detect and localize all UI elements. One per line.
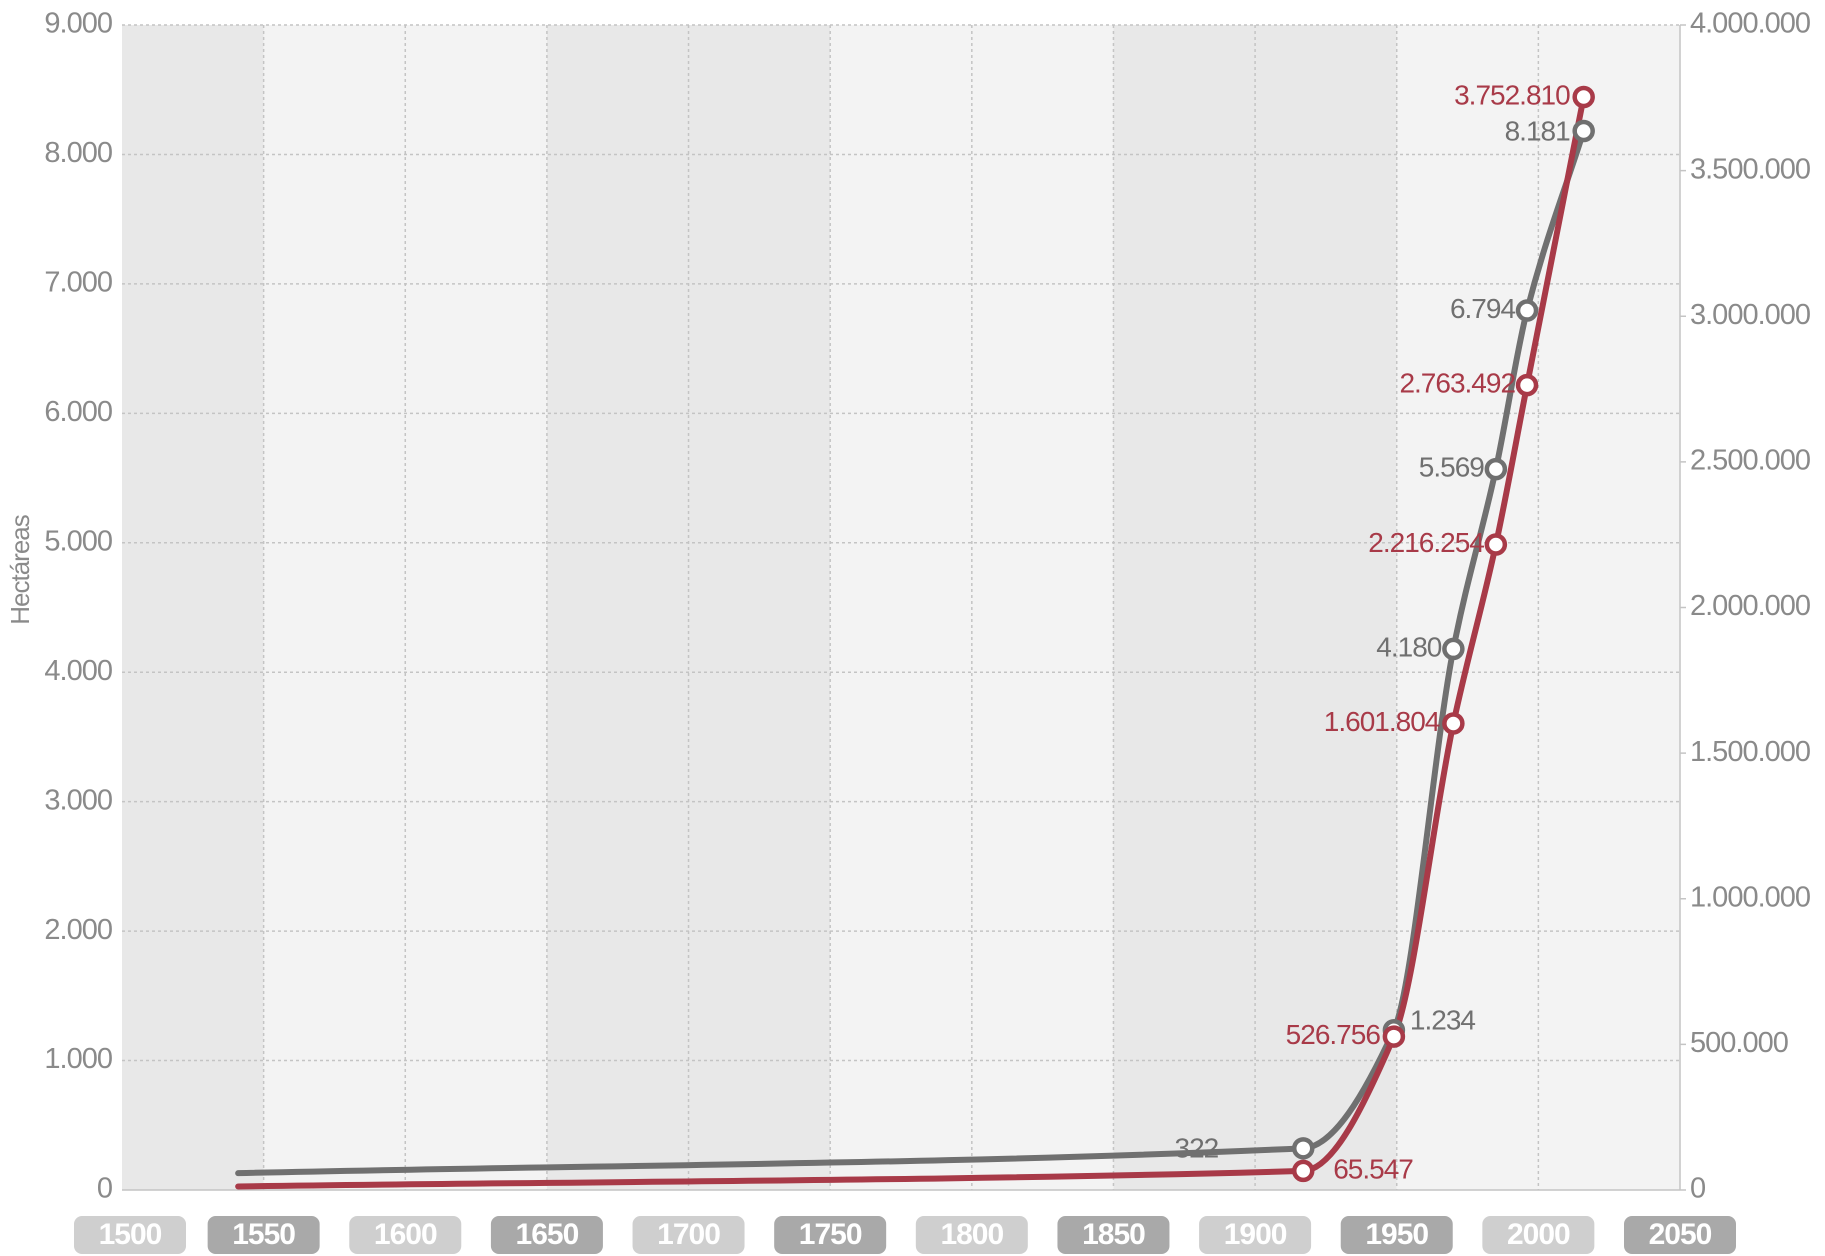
y-tick-label: 0 bbox=[97, 1173, 112, 1205]
x-tick-label: 1850 bbox=[1082, 1218, 1145, 1251]
x-tick-label: 2050 bbox=[1649, 1218, 1712, 1251]
value-label: 3.752.810 bbox=[1454, 79, 1570, 110]
point bbox=[1572, 119, 1595, 143]
point bbox=[1291, 1159, 1315, 1183]
x-tick-pill bbox=[349, 1216, 462, 1254]
y-tick-label: 6.000 bbox=[44, 396, 112, 428]
point bbox=[1515, 373, 1539, 397]
point bbox=[1484, 533, 1508, 556]
value-label: 5.569 bbox=[1419, 452, 1484, 483]
x-tick-pill bbox=[1340, 1216, 1453, 1254]
value-label: 4.180 bbox=[1376, 631, 1441, 662]
value-label: 526.756 bbox=[1286, 1019, 1381, 1050]
plot-background bbox=[122, 25, 1680, 1190]
x-tick-label: 1700 bbox=[657, 1218, 720, 1251]
y2-tick-label: 3.500.000 bbox=[1690, 153, 1810, 185]
x-tick-pill bbox=[915, 1216, 1028, 1254]
point bbox=[1442, 637, 1465, 661]
x-tick-label: 1600 bbox=[374, 1218, 437, 1251]
y2-tick-label: 2.000.000 bbox=[1690, 590, 1810, 622]
value-label: 6.794 bbox=[1450, 293, 1515, 324]
point bbox=[1291, 1137, 1315, 1160]
x-tick-pill bbox=[1624, 1216, 1736, 1254]
value-label: 65.547 bbox=[1333, 1153, 1413, 1184]
x-tick-label: 1800 bbox=[940, 1218, 1003, 1251]
y-tick-label: 7.000 bbox=[44, 267, 112, 299]
x-tick-pill bbox=[74, 1216, 186, 1254]
x-tick-pill bbox=[774, 1216, 887, 1254]
x-tick-label: 1900 bbox=[1224, 1218, 1287, 1251]
y2-tick-label: 2.500.000 bbox=[1690, 445, 1810, 477]
x-tick-pill bbox=[207, 1216, 320, 1254]
band bbox=[1396, 25, 1539, 1190]
band bbox=[263, 25, 406, 1190]
value-label: 2.216.254 bbox=[1368, 527, 1484, 558]
value-label: 1.234 bbox=[1410, 1005, 1475, 1036]
x-tick-pill bbox=[632, 1216, 745, 1254]
y2-tick-label: 0 bbox=[1690, 1173, 1705, 1205]
y-tick-label: 4.000 bbox=[44, 655, 112, 687]
band bbox=[546, 25, 689, 1190]
x-tick-label: 1550 bbox=[232, 1218, 295, 1251]
x-tick-pill bbox=[490, 1216, 603, 1254]
x-tick-label: 1650 bbox=[516, 1218, 579, 1251]
x-tick-label: 1750 bbox=[799, 1218, 862, 1251]
y-tick-label: 3.000 bbox=[44, 784, 112, 816]
point bbox=[1572, 85, 1595, 109]
band bbox=[971, 25, 1114, 1190]
x-tick-pill bbox=[1199, 1216, 1312, 1254]
y-tick-label: 9.000 bbox=[44, 8, 112, 40]
x-tick-pill bbox=[1057, 1216, 1170, 1254]
y-axis-title: Hectáreas bbox=[5, 514, 35, 624]
band bbox=[122, 25, 264, 1190]
band bbox=[830, 25, 972, 1190]
point bbox=[1515, 299, 1539, 322]
y2-tick-label: 1.500.000 bbox=[1690, 736, 1810, 768]
y2-tick-label: 1.000.000 bbox=[1690, 881, 1810, 913]
value-label: 2.763.492 bbox=[1399, 368, 1515, 399]
series-line bbox=[235, 128, 1587, 1177]
x-tick-label: 2000 bbox=[1507, 1218, 1570, 1251]
band bbox=[1113, 25, 1256, 1190]
band bbox=[405, 25, 547, 1190]
value-label: 322 bbox=[1175, 1133, 1219, 1164]
value-label: 8.181 bbox=[1505, 115, 1570, 146]
y2-tick-label: 3.000.000 bbox=[1690, 299, 1810, 331]
x-tick-pill bbox=[1482, 1216, 1595, 1254]
band bbox=[1255, 25, 1397, 1190]
point bbox=[1442, 712, 1465, 735]
x-tick-label: 1950 bbox=[1365, 1218, 1428, 1251]
point bbox=[1382, 1025, 1406, 1048]
y-tick-label: 2.000 bbox=[44, 914, 112, 946]
y2-tick-label: 4.000.000 bbox=[1690, 8, 1810, 40]
y2-tick-label: 500.000 bbox=[1690, 1027, 1788, 1059]
y-tick-label: 1.000 bbox=[44, 1043, 112, 1075]
point bbox=[1484, 457, 1508, 481]
y-tick-label: 5.000 bbox=[44, 525, 112, 557]
value-label: 1.601.804 bbox=[1324, 706, 1440, 737]
x-tick-label: 1500 bbox=[99, 1218, 162, 1251]
band bbox=[688, 25, 831, 1190]
y-tick-label: 8.000 bbox=[44, 137, 112, 169]
